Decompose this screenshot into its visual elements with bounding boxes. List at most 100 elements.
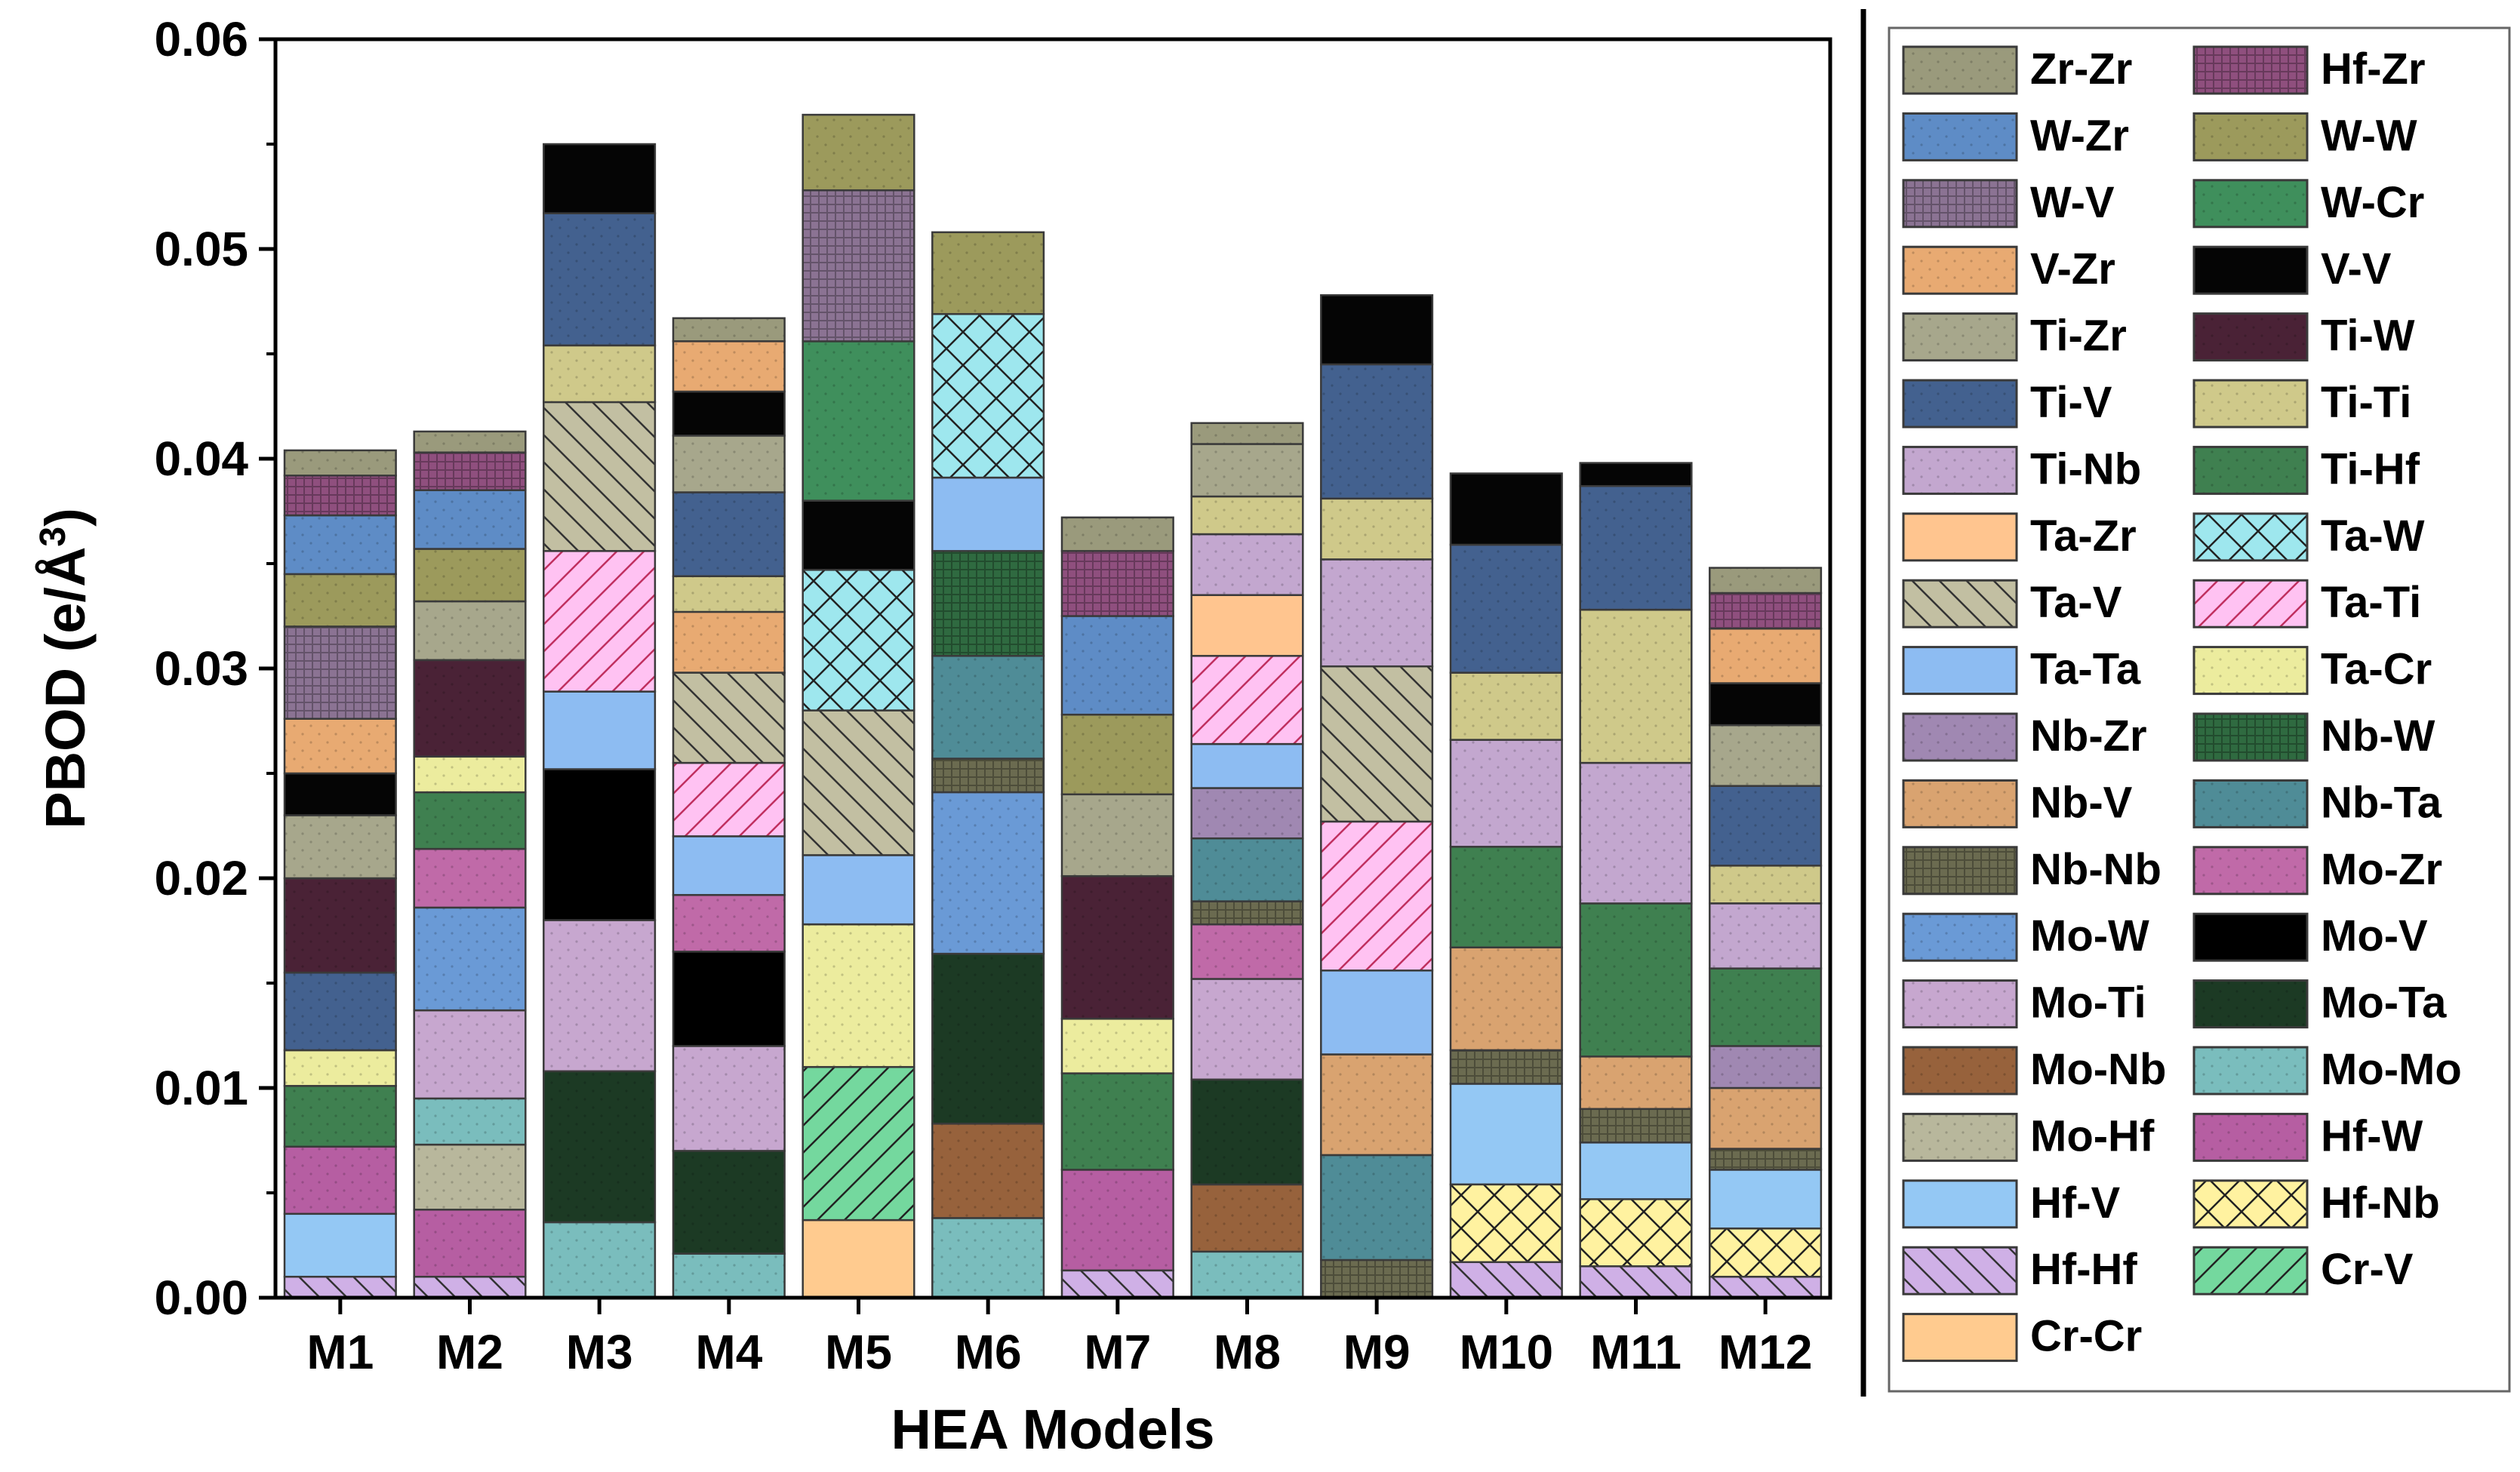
segment-m12-ti-nb [1709, 902, 1823, 970]
segment-m2-hf-zr [413, 451, 527, 491]
segment-m12-hf-v [1709, 1169, 1823, 1230]
segment-m5-v-v [802, 499, 915, 571]
segment-m12-nb-v [1709, 1086, 1823, 1150]
legend-label: W-Cr [2321, 178, 2424, 227]
segment-m12-hf-zr [1709, 592, 1823, 630]
segment-m11-ti-hf [1579, 902, 1693, 1058]
legend: Zr-Zr Hf-Zr W-Zr W-W W-V W-Cr V-Zr V-V Ti-Zr Ti-W… [1902, 45, 2462, 1363]
y-axis-title-unit: Å [34, 547, 97, 587]
legend-label: Hf-Hf [2030, 1245, 2137, 1294]
segment-m1-ti-w [283, 877, 397, 974]
legend-label: Hf-Nb [2321, 1179, 2440, 1228]
segment-m9-ta-ta [1320, 970, 1434, 1056]
segment-m6-mo-nb [931, 1123, 1045, 1219]
legend-item-nb-nb: Nb-Nb [1902, 845, 2162, 896]
legend-item-mo-v: Mo-V [2192, 911, 2428, 962]
segment-m1-ti-hf [283, 1084, 397, 1148]
legend-item-w-cr: W-Cr [2192, 178, 2424, 229]
segment-m1-v-v [283, 772, 397, 816]
legend-label: Ta-Zr [2030, 512, 2137, 561]
segment-m5-ta-cr [802, 923, 915, 1068]
segment-m9-ti-v [1320, 363, 1434, 500]
segment-m1-w-v [283, 625, 397, 720]
legend-item-cr-cr: Cr-Cr [1902, 1312, 2142, 1363]
legend-label: V-Zr [2030, 244, 2115, 293]
legend-label: Ti-V [2030, 378, 2112, 427]
segment-m11-nb-nb [1579, 1108, 1693, 1144]
bar-m2 [413, 430, 527, 1299]
legend-label: Mo-Nb [2030, 1045, 2166, 1094]
y-tick-label: 0.04 [154, 432, 248, 486]
segment-m1-ta-cr [283, 1049, 397, 1087]
segment-m7-zr-zr [1060, 516, 1174, 552]
segment-m8-ta-ti [1190, 655, 1304, 745]
legend-swatch [2192, 912, 2309, 962]
segment-m10-v-v [1449, 472, 1563, 546]
segment-m2-ti-zr [413, 600, 527, 662]
segment-m3-ti-ti [543, 344, 657, 404]
segment-m2-mo-hf [413, 1143, 527, 1211]
segment-m5-ta-ta [802, 854, 915, 926]
segment-m4-ta-v [672, 671, 786, 764]
x-tick-label-m2: M2 [436, 1325, 503, 1379]
segment-m8-nb-nb [1190, 900, 1304, 926]
x-tick-label-m3: M3 [566, 1325, 633, 1379]
segment-m7-ta-cr [1060, 1018, 1174, 1074]
segment-m9-nb-v [1320, 1053, 1434, 1157]
legend-label: Ta-V [2030, 578, 2122, 627]
legend-item-ta-v: Ta-V [1902, 578, 2122, 628]
segment-m1-hf-v [283, 1212, 397, 1278]
legend-label: Hf-Zr [2321, 45, 2426, 94]
segment-m10-ti-v [1449, 543, 1563, 674]
legend-swatch [1902, 1046, 2018, 1096]
legend-item-nb-zr: Nb-Zr [1902, 711, 2147, 762]
segment-m10-nb-v [1449, 946, 1563, 1052]
y-tick-label: 0.02 [154, 851, 248, 905]
legend-item-ta-ta: Ta-Ta [1902, 645, 2141, 696]
legend-label: W-V [2030, 178, 2115, 227]
legend-swatch [2192, 179, 2309, 229]
x-tick-label-m5: M5 [825, 1325, 892, 1379]
legend-label: Mo-Ti [2030, 979, 2146, 1028]
legend-swatch [1902, 312, 2018, 362]
legend-item-hf-hf: Hf-Hf [1902, 1245, 2137, 1295]
legend-label: Zr-Zr [2030, 45, 2132, 94]
legend-label: Nb-W [2321, 711, 2435, 761]
legend-swatch [2192, 846, 2309, 896]
bar-m7 [1060, 516, 1174, 1299]
legend-label: Cr-V [2321, 1245, 2414, 1294]
y-axis-title-end: ) [34, 508, 97, 527]
segment-m1-w-w [283, 573, 397, 628]
segment-m3-mo-v [543, 768, 657, 921]
x-tick-label-m10: M10 [1460, 1325, 1554, 1379]
x-tick-label-m7: M7 [1084, 1325, 1151, 1379]
legend-label: Nb-V [2030, 778, 2133, 827]
legend-swatch [1902, 712, 2018, 762]
legend-label: W-Zr [2030, 111, 2129, 160]
legend-item-w-w: W-W [2192, 111, 2417, 161]
legend-swatch [1902, 1179, 2018, 1229]
segment-m5-cr-v [802, 1065, 915, 1222]
segment-m11-v-v [1579, 462, 1693, 487]
bar-m4 [672, 317, 786, 1299]
segment-m11-hf-v [1579, 1142, 1693, 1200]
bar-m9 [1320, 293, 1434, 1299]
legend-item-hf-w: Hf-W [2192, 1111, 2423, 1162]
legend-swatch [2192, 1246, 2309, 1295]
legend-swatch [2192, 712, 2309, 762]
segment-m9-nb-nb [1320, 1258, 1434, 1299]
segment-m6-w-w [931, 231, 1045, 315]
segment-m12-hf-hf [1709, 1275, 1823, 1299]
legend-item-cr-v: Cr-V [2192, 1245, 2414, 1295]
segment-m12-ti-zr [1709, 724, 1823, 787]
segment-m5-w-cr [802, 340, 915, 502]
y-axis-title: PBOD (e/Å3) [33, 508, 97, 829]
legend-swatch [2192, 512, 2309, 562]
legend-label: W-W [2321, 111, 2417, 160]
segment-m4-v-v [672, 390, 786, 437]
legend-item-zr-zr: Zr-Zr [1902, 45, 2132, 95]
segment-m3-mo-mo [543, 1221, 657, 1299]
legend-swatch [1902, 1313, 2018, 1363]
segment-m1-ti-v [283, 971, 397, 1052]
